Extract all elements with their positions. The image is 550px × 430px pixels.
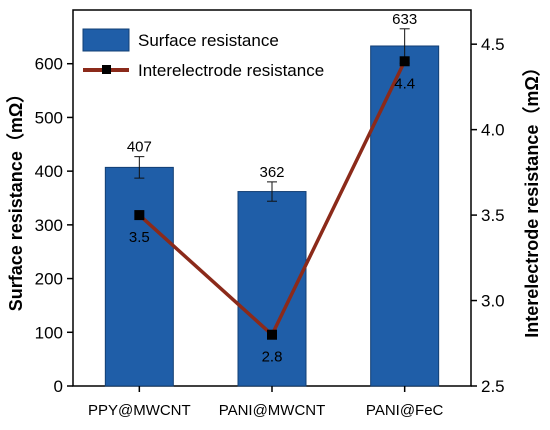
point-interelectrode-resistance-2 bbox=[399, 56, 410, 67]
y-tick-label-left-4: 400 bbox=[35, 162, 63, 181]
line-value-label-1: 2.8 bbox=[262, 349, 283, 366]
legend-marker-interelectrode-resistance bbox=[102, 65, 111, 74]
line-value-label-2: 4.4 bbox=[394, 75, 415, 92]
bar-value-label-2: 633 bbox=[392, 11, 417, 28]
y-tick-label-left-6: 600 bbox=[35, 55, 63, 74]
y-axis-title-right: Interelectrode resistance（mΩ） bbox=[522, 58, 542, 338]
bar-surface-resistance-2 bbox=[370, 45, 440, 387]
y-tick-label-left-5: 500 bbox=[35, 108, 63, 127]
y-tick-label-right-0: 2.5 bbox=[481, 377, 505, 396]
y-tick-label-left-0: 0 bbox=[54, 377, 63, 396]
point-interelectrode-resistance-0 bbox=[134, 210, 145, 221]
point-interelectrode-resistance-1 bbox=[267, 329, 277, 340]
y-tick-label-right-4: 4.5 bbox=[481, 35, 505, 54]
line-value-label-0: 3.5 bbox=[129, 229, 150, 246]
bar-value-label-0: 407 bbox=[127, 139, 152, 156]
y-tick-label-left-2: 200 bbox=[35, 270, 63, 289]
legend-swatch-surface-resistance bbox=[82, 28, 130, 52]
y-axis-title-left: Surface resistance（mΩ） bbox=[6, 85, 26, 312]
bar-surface-resistance-0 bbox=[104, 166, 174, 387]
bar-value-label-1: 362 bbox=[259, 164, 284, 181]
y-tick-label-right-1: 3.0 bbox=[481, 292, 505, 311]
y-tick-label-left-1: 100 bbox=[35, 323, 63, 342]
x-tick-label-0: PPY@MWCNT bbox=[88, 402, 191, 419]
x-tick-label-1: PANI@MWCNT bbox=[219, 402, 326, 419]
legend: Surface resistance Interelectrode resist… bbox=[82, 28, 324, 80]
y-tick-label-left-3: 300 bbox=[35, 216, 63, 235]
x-tick-label-2: PANI@FeC bbox=[366, 402, 444, 419]
y-tick-label-right-3: 4.0 bbox=[481, 121, 505, 140]
legend-label-surface-resistance: Surface resistance bbox=[138, 31, 279, 50]
legend-label-interelectrode-resistance: Interelectrode resistance bbox=[138, 61, 324, 80]
y-tick-label-right-2: 3.5 bbox=[481, 206, 505, 225]
